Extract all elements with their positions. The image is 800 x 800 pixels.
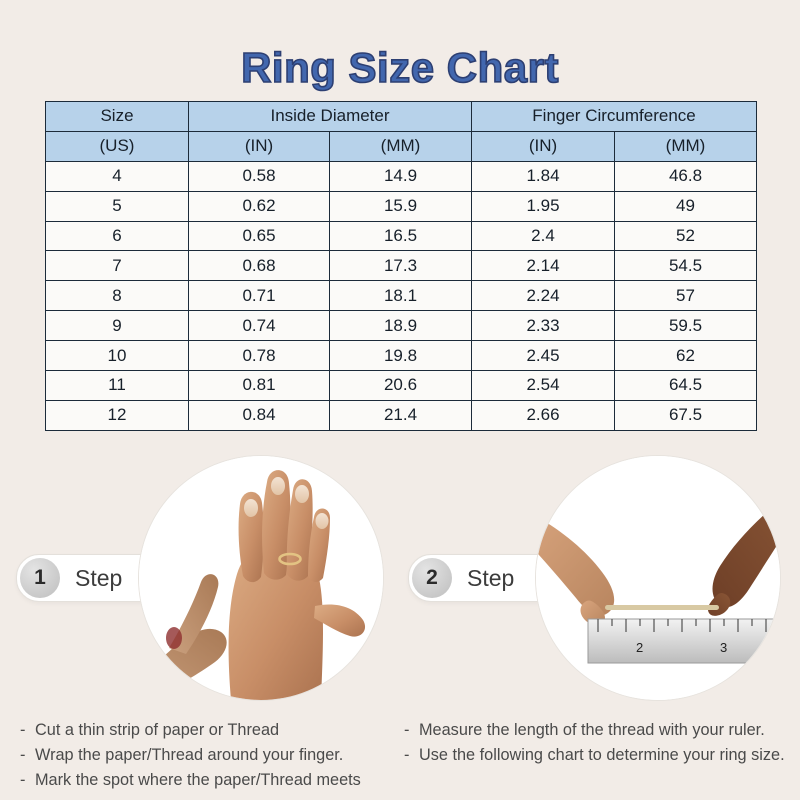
svg-text:3: 3 <box>720 640 727 655</box>
svg-text:2: 2 <box>636 640 643 655</box>
